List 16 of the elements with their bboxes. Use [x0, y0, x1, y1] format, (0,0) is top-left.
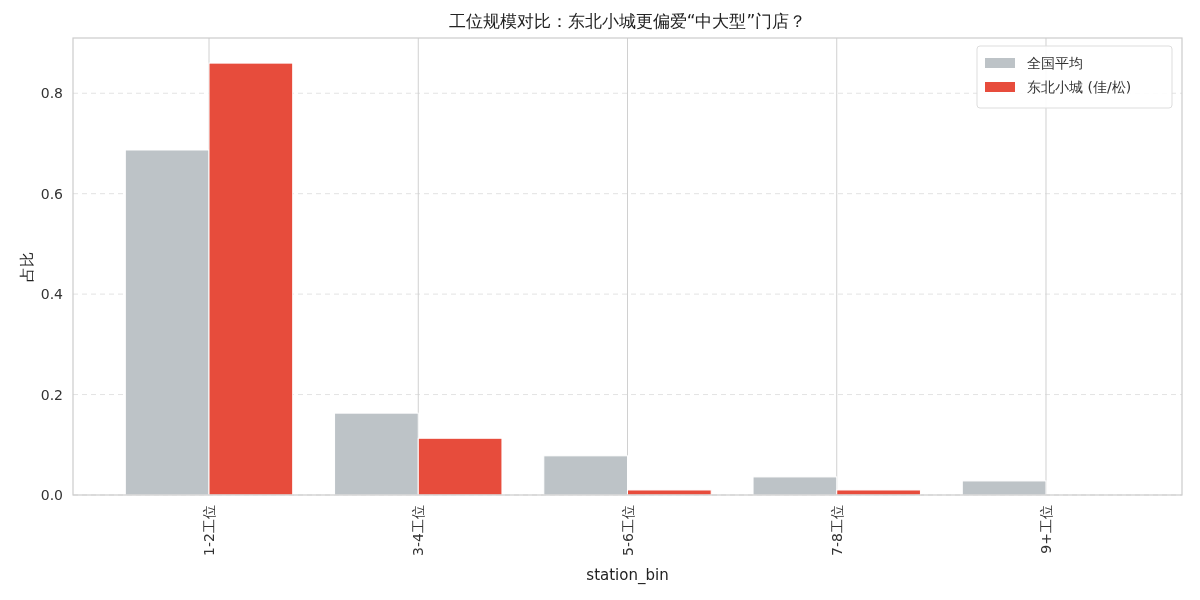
y-tick-label: 0.8 — [40, 85, 63, 102]
x-tick-label: 3-4工位 — [410, 505, 427, 556]
legend-label: 东北小城 (佳/松) — [1027, 79, 1132, 95]
x-tick-label: 9+工位 — [1037, 505, 1054, 554]
y-tick-label: 0.0 — [40, 487, 63, 503]
x-axis-title: station_bin — [586, 566, 669, 585]
x-tick-label: 5-6工位 — [619, 505, 636, 556]
x-tick-label: 7-8工位 — [828, 505, 845, 556]
y-tick-label: 0.6 — [40, 185, 64, 202]
chart-title: 工位规模对比：东北小城更偏爱“中大型”门店？ — [448, 11, 807, 31]
y-tick-label: 0.4 — [40, 286, 64, 303]
y-axis-title: 占比 — [18, 251, 36, 282]
legend-label: 全国平均 — [1027, 55, 1083, 71]
y-tick-label: 0.2 — [40, 386, 63, 403]
bar — [961, 480, 1047, 496]
x-tick-label: 1-2工位 — [201, 505, 218, 556]
